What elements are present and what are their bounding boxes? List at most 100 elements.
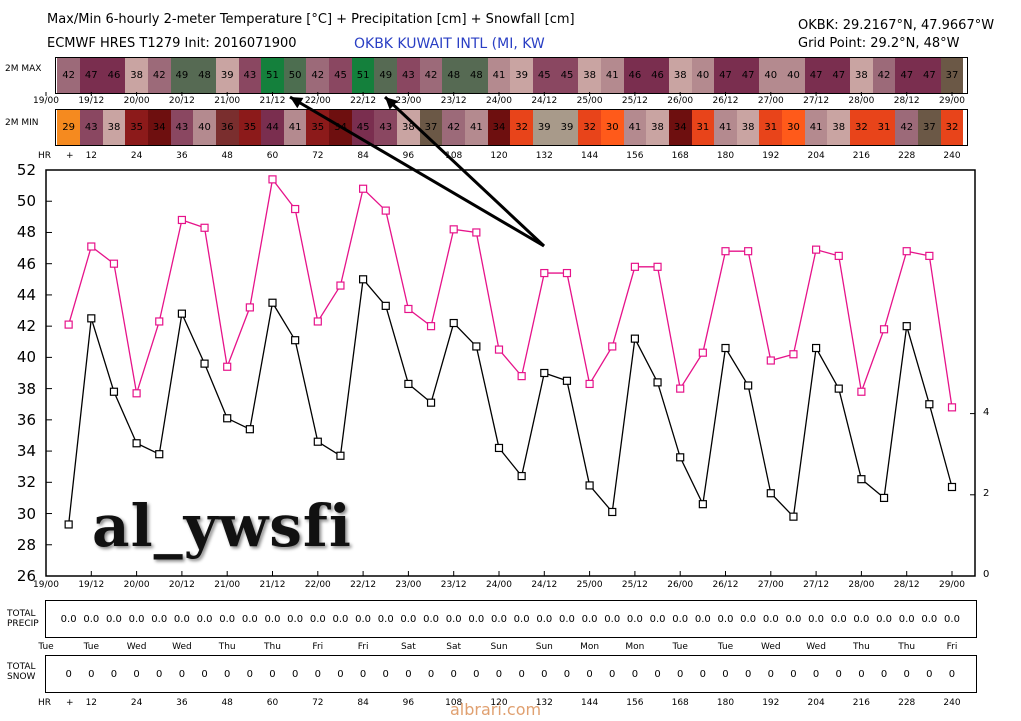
strip-cell: 0	[201, 668, 208, 680]
strip-cell: 47	[79, 58, 103, 93]
tick-label: 22/00	[304, 96, 331, 106]
max-temp-point	[744, 247, 753, 256]
strip-cell: 0	[405, 668, 412, 680]
tick-label: 21/00	[214, 96, 241, 106]
strip-cell: 42	[872, 58, 896, 93]
strip-cell: 38	[102, 110, 126, 145]
max-temp-point	[404, 304, 413, 314]
total-snow-label: TOTAL SNOW	[7, 662, 36, 682]
tick-label: 72	[312, 151, 324, 161]
max-temp-point	[245, 303, 254, 312]
max-temp-point	[359, 184, 368, 193]
tick-label: Sun	[490, 642, 508, 652]
min-temp-point	[223, 414, 232, 423]
min-temp-point	[404, 379, 413, 389]
min-row-label: 2M MIN	[5, 118, 39, 128]
strip-cell: 38	[646, 110, 669, 145]
strip-cell: 38	[125, 58, 148, 93]
min-temp-point	[902, 322, 911, 331]
strip-cell: 38	[578, 58, 601, 93]
strip-cell: 0.0	[173, 613, 190, 625]
tick-label: 25/12	[621, 96, 648, 106]
min-temp-point	[879, 493, 889, 503]
strip-cell: 0.0	[717, 613, 734, 625]
max-temp-point	[336, 281, 345, 290]
max-temp-point	[517, 372, 526, 381]
tick-label: 48	[221, 151, 233, 161]
strip-cell: 0.0	[921, 613, 938, 625]
tick-label: Sat	[401, 642, 416, 652]
min-temp-point	[109, 387, 119, 396]
strip-cell: 0.0	[672, 613, 689, 625]
y2-tick-label: 4	[983, 406, 990, 418]
max-temp-point	[676, 384, 685, 393]
min-temp-point	[64, 520, 73, 529]
tick-label: 22/12	[350, 580, 377, 590]
strip-cell: 42	[306, 58, 330, 93]
strip-cell: 41	[600, 58, 624, 93]
strip-cell: 39	[215, 58, 239, 93]
strip-cell: 39	[510, 58, 533, 93]
strip-cell: 37	[918, 110, 941, 145]
strip-cell: 0.0	[332, 613, 349, 625]
max-temp-point	[902, 247, 911, 256]
tick-label: 24	[130, 698, 143, 708]
tick-label: Fri	[312, 642, 324, 652]
strip-cell: 0	[948, 668, 956, 680]
max-temp-point	[268, 175, 277, 184]
strip-cell: 0	[473, 668, 480, 680]
strip-cell: 0.0	[128, 613, 145, 625]
tick-label: 24/00	[486, 96, 512, 106]
strip-cell: 0.0	[445, 613, 462, 625]
strip-cell: 0.0	[762, 613, 779, 625]
tick-label: 60	[266, 698, 279, 708]
strip-cell: 39	[532, 110, 556, 145]
min-temp-point	[132, 439, 141, 448]
tick-label: 19/00	[33, 96, 59, 106]
strip-cell: 32	[940, 110, 964, 145]
tick-label: 25/12	[621, 580, 648, 590]
max-temp-point	[200, 223, 209, 232]
max-temp-point	[879, 325, 889, 334]
tick-label: 26/12	[712, 96, 739, 106]
tick-label: 120	[490, 151, 508, 161]
tick-label: Fri	[357, 642, 369, 652]
tick-label: 156	[626, 151, 644, 161]
strip-cell: 0	[133, 668, 140, 680]
min-temp-point	[789, 512, 798, 521]
strip-cell: 34	[487, 110, 511, 145]
tick-label: 204	[807, 151, 825, 161]
max-temp-point	[291, 204, 300, 214]
min-temp-point	[562, 376, 572, 385]
tick-label: 60	[266, 151, 279, 161]
strip-cell: 51	[261, 58, 284, 93]
strip-cell: 43	[238, 58, 262, 93]
strip-cell: 0.0	[581, 613, 598, 625]
tick-label: 28/12	[893, 580, 920, 590]
min-temp-point	[517, 471, 526, 481]
strip-cell: 43	[374, 110, 398, 145]
strip-cell: 47	[714, 58, 737, 93]
min-temp-point	[857, 475, 866, 484]
min-temp-point	[426, 398, 436, 407]
strip-cell: 0	[110, 668, 118, 680]
y-tick-label: 32	[16, 473, 36, 492]
tick-label: Tue	[717, 642, 734, 652]
tick-label: 23/12	[440, 580, 467, 590]
strip-cell: 37	[940, 58, 964, 93]
strip-cell: 34	[668, 110, 692, 145]
hr-plus-top: +	[66, 151, 74, 161]
min-temp-point	[744, 381, 753, 390]
min-temp-point	[653, 378, 662, 387]
strip-cell: 41	[623, 110, 647, 145]
tick-label: Thu	[218, 642, 236, 652]
strip-cell: 38	[827, 110, 851, 145]
snow-strip: 0 0 0 0 0 0 0 0 0 0 0 0 0 0 0 0 0 0 0 0 0 0 0 0 0 0 0 0 0 0 0 0 0 0 0 0 0 0 0 0	[45, 655, 977, 693]
hr-label-top: HR	[38, 151, 52, 161]
max-temp-point	[789, 350, 798, 359]
max-temp-point	[653, 262, 662, 271]
max-temp-point	[155, 317, 164, 326]
strip-cell: 43	[79, 110, 103, 145]
tick-label: 24/00	[486, 580, 512, 590]
min-temp-point	[177, 309, 186, 318]
